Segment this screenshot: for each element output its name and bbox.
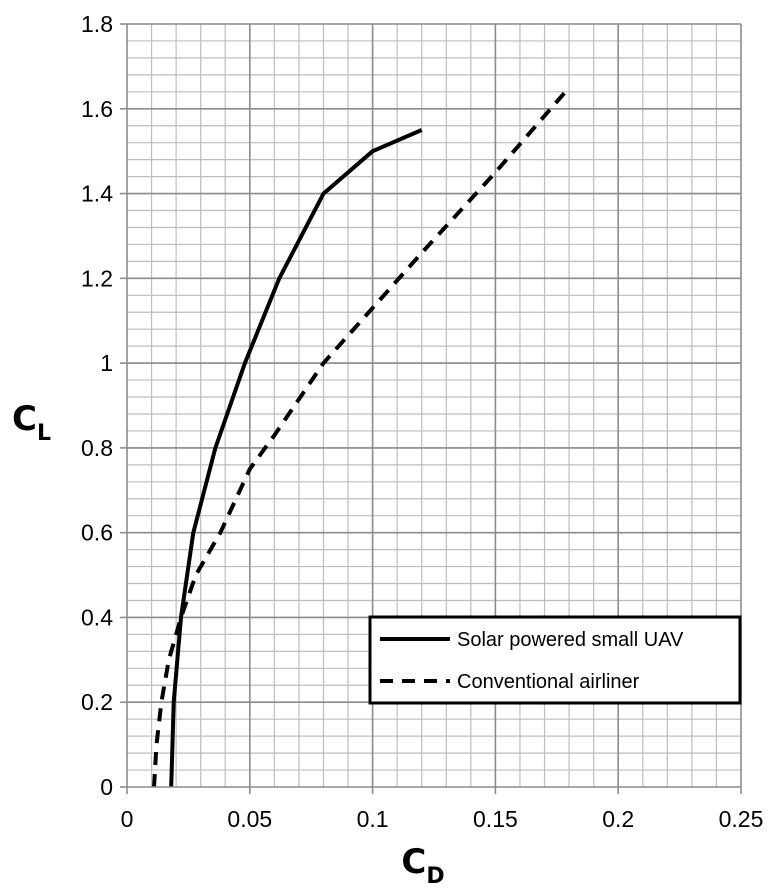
x-tick-label: 0.1 — [357, 806, 389, 832]
y-tick-label: 1.6 — [81, 96, 113, 122]
y-tick-label: 0.4 — [81, 604, 113, 630]
legend-label-2: Conventional airliner — [457, 671, 640, 693]
legend: Solar powered small UAV Conventional airl… — [370, 617, 740, 703]
y-tick-label: 1.2 — [81, 265, 113, 291]
x-tick-label: 0 — [121, 806, 134, 832]
x-tick-label: 0.25 — [719, 806, 764, 832]
y-axis-title: CL — [12, 399, 51, 446]
y-axis-title-main: C — [12, 399, 37, 439]
x-axis-title: CD — [401, 842, 444, 889]
x-axis-title-sub: D — [426, 864, 444, 889]
x-tick-label: 0.2 — [602, 806, 634, 832]
x-tick-label: 0.15 — [473, 806, 518, 832]
legend-label-1: Solar powered small UAV — [457, 629, 684, 651]
y-tick-label: 0.6 — [81, 520, 113, 546]
y-tick-label: 1.8 — [81, 11, 113, 37]
y-tick-label: 1 — [100, 350, 113, 376]
y-tick-label: 0 — [100, 774, 113, 800]
x-tick-label: 0.05 — [227, 806, 272, 832]
y-tick-label: 1.4 — [81, 181, 113, 207]
x-axis-title-main: C — [401, 842, 426, 882]
y-tick-label: 0.8 — [81, 435, 113, 461]
y-tick-label: 0.2 — [81, 689, 113, 715]
y-axis-title-sub: L — [37, 421, 51, 446]
